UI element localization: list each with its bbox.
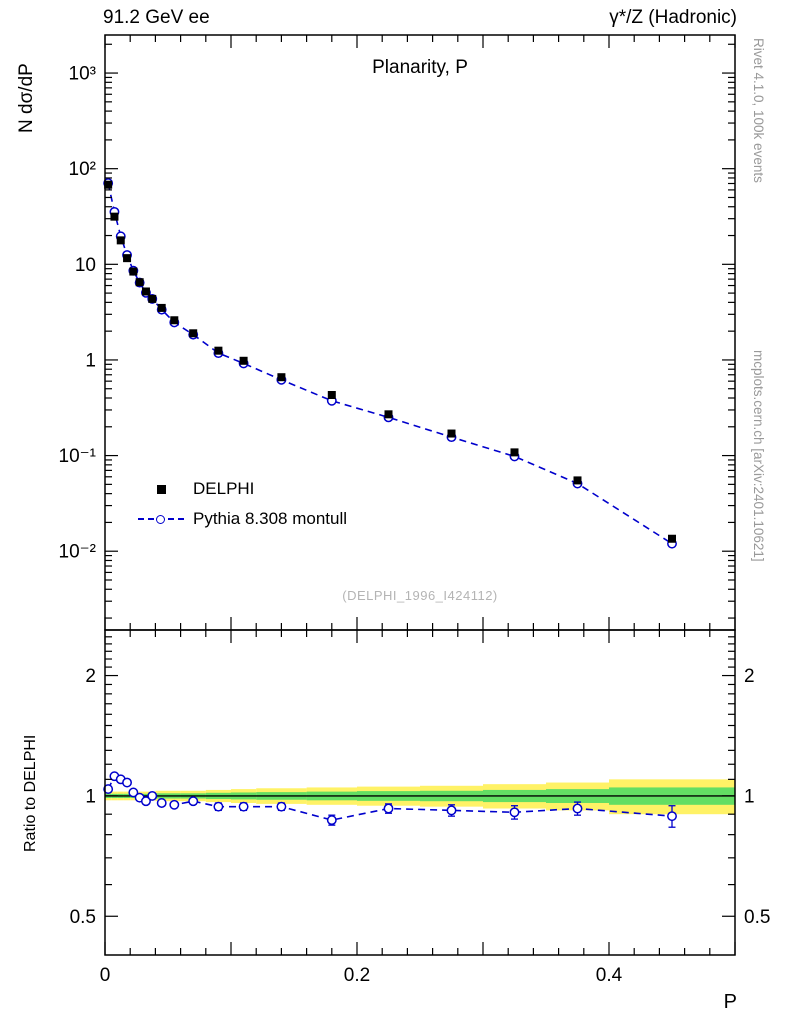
svg-text:10³: 10³: [69, 64, 96, 85]
svg-text:2: 2: [744, 666, 755, 687]
y-axis-label: N dσ/dP: [16, 63, 37, 133]
svg-text:0: 0: [100, 965, 111, 986]
svg-text:10: 10: [75, 255, 96, 276]
svg-text:10⁻²: 10⁻²: [59, 542, 97, 563]
x-axis-label: P: [723, 991, 737, 1013]
legend: DELPHI Pythia 8.308 montull: [138, 474, 347, 534]
note-rivet-version: Rivet 4.1.0, 100k events: [751, 38, 766, 183]
filled-square-marker-icon: [138, 484, 184, 494]
ratio-axis-label: Ratio to DELPHI: [22, 734, 39, 852]
svg-text:0.5: 0.5: [744, 907, 770, 928]
plot-title: Planarity, P: [372, 57, 468, 78]
header-beam-energy: 91.2 GeV ee: [103, 7, 210, 28]
svg-text:1: 1: [85, 350, 96, 371]
legend-item-delphi: DELPHI: [138, 474, 347, 504]
svg-text:10²: 10²: [69, 159, 96, 180]
svg-text:1: 1: [744, 786, 755, 807]
legend-label-pythia: Pythia 8.308 montull: [193, 509, 348, 528]
legend-label-delphi: DELPHI: [193, 479, 255, 498]
header-process: γ*/Z (Hadronic): [609, 7, 737, 28]
svg-text:10⁻¹: 10⁻¹: [59, 446, 97, 467]
legend-item-pythia: Pythia 8.308 montull: [138, 504, 347, 534]
svg-text:2: 2: [85, 666, 96, 687]
svg-text:0.5: 0.5: [70, 907, 96, 928]
open-circle-dashed-line-marker-icon: [138, 514, 184, 524]
note-mcplots-arxiv: mcplots.cern.ch [arXiv:2401.10621]: [751, 350, 766, 562]
svg-text:0.2: 0.2: [344, 965, 370, 986]
svg-text:1: 1: [85, 786, 96, 807]
watermark-analysis-id: (DELPHI_1996_I424112): [342, 588, 498, 603]
svg-text:0.4: 0.4: [596, 965, 623, 986]
